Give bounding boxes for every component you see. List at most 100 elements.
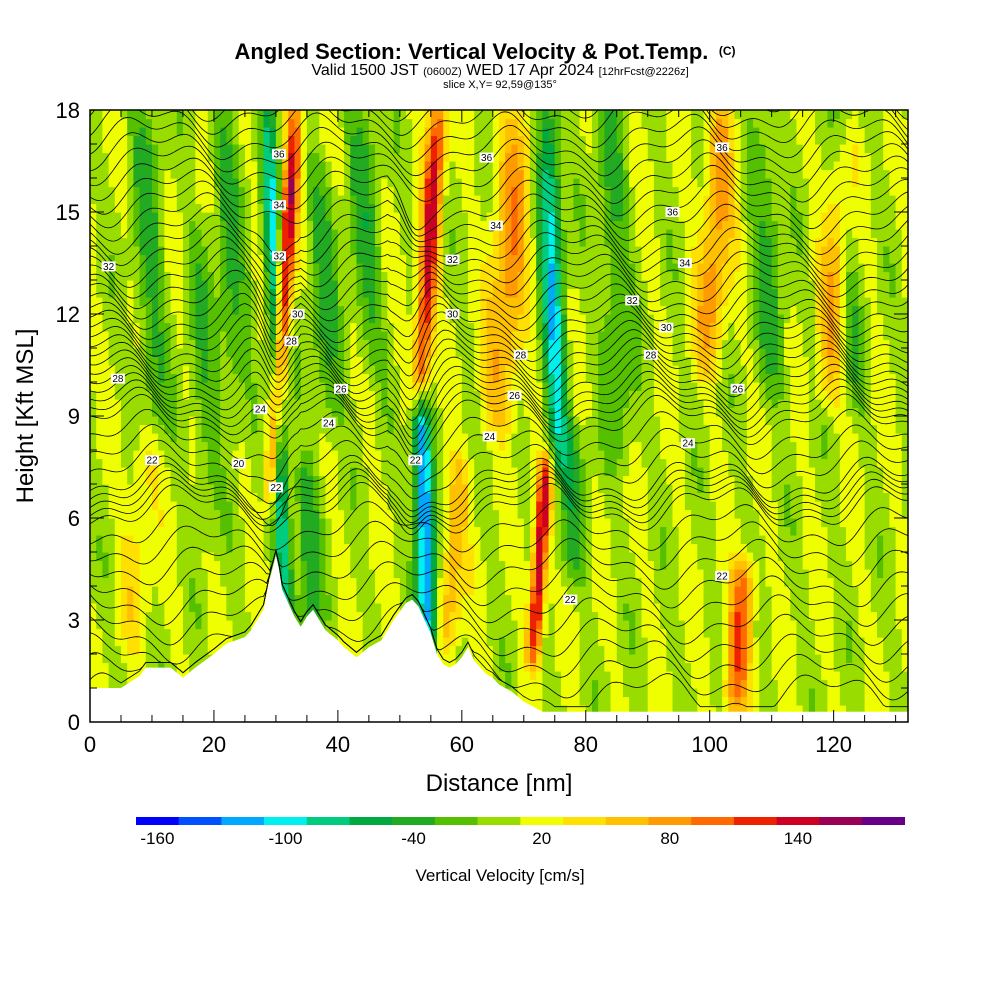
velocity-cell — [337, 458, 345, 468]
velocity-cell — [282, 390, 289, 400]
velocity-cell — [170, 620, 178, 630]
velocity-cell — [325, 263, 333, 273]
velocity-cell — [412, 518, 420, 528]
velocity-cell — [443, 475, 451, 485]
velocity-cell — [244, 297, 252, 307]
velocity-cell — [170, 594, 178, 604]
velocity-cell — [356, 467, 364, 477]
velocity-cell — [331, 288, 339, 298]
velocity-cell — [399, 441, 407, 451]
velocity-cell — [356, 450, 364, 460]
velocity-cell — [375, 475, 382, 485]
velocity-cell — [399, 314, 407, 324]
velocity-cell — [133, 127, 141, 137]
velocity-cell — [486, 110, 494, 120]
velocity-cell — [325, 433, 333, 443]
velocity-cell — [424, 594, 432, 604]
velocity-cell — [244, 492, 252, 502]
velocity-cell — [288, 552, 296, 562]
velocity-cell — [164, 271, 172, 281]
velocity-cell — [139, 552, 147, 562]
velocity-cell — [331, 433, 339, 443]
velocity-cell — [306, 212, 314, 222]
velocity-cell — [505, 594, 512, 604]
velocity-cell — [275, 467, 283, 477]
velocity-cell — [213, 552, 221, 562]
velocity-cell — [461, 331, 469, 341]
velocity-cell — [511, 535, 519, 545]
velocity-cell — [176, 203, 184, 213]
velocity-cell — [505, 254, 512, 264]
velocity-cell — [406, 297, 413, 307]
velocity-cell — [176, 212, 184, 222]
velocity-cell — [127, 399, 134, 409]
velocity-cell — [108, 654, 116, 664]
velocity-cell — [139, 645, 147, 655]
velocity-cell — [90, 390, 97, 400]
velocity-cell — [226, 271, 234, 281]
velocity-cell — [393, 569, 401, 579]
velocity-cell — [517, 594, 525, 604]
velocity-cell — [114, 339, 122, 349]
velocity-cell — [499, 237, 506, 247]
velocity-cell — [96, 628, 103, 638]
velocity-cell — [362, 220, 370, 230]
velocity-cell — [238, 348, 246, 358]
velocity-cell — [127, 339, 134, 349]
velocity-cell — [325, 484, 333, 494]
velocity-cell — [418, 186, 426, 196]
velocity-cell — [176, 560, 184, 570]
velocity-cell — [387, 450, 395, 460]
velocity-cell — [344, 560, 351, 570]
velocity-cell — [238, 314, 246, 324]
velocity-cell — [182, 186, 190, 196]
velocity-cell — [406, 441, 413, 451]
velocity-cell — [300, 594, 308, 604]
velocity-cell — [158, 220, 165, 230]
velocity-cell — [251, 135, 258, 145]
velocity-cell — [164, 535, 172, 545]
velocity-cell — [337, 169, 345, 179]
velocity-cell — [468, 441, 475, 451]
velocity-cell — [424, 416, 432, 426]
velocity-cell — [393, 305, 401, 315]
velocity-cell — [474, 535, 482, 545]
velocity-cell — [127, 526, 134, 536]
velocity-cell — [461, 237, 469, 247]
velocity-cell — [375, 280, 382, 290]
velocity-cell — [226, 552, 234, 562]
velocity-cell — [282, 484, 289, 494]
velocity-cell — [133, 577, 141, 587]
velocity-cell — [337, 484, 345, 494]
velocity-cell — [201, 161, 209, 171]
velocity-cell — [492, 603, 500, 613]
velocity-cell — [325, 373, 333, 383]
velocity-cell — [344, 152, 351, 162]
velocity-cell — [461, 628, 469, 638]
velocity-cell — [282, 161, 289, 171]
velocity-cell — [331, 110, 339, 120]
velocity-cell — [90, 662, 97, 672]
velocity-cell — [331, 620, 339, 630]
velocity-cell — [480, 186, 488, 196]
velocity-cell — [257, 127, 265, 137]
velocity-cell — [207, 560, 215, 570]
velocity-cell — [399, 322, 407, 332]
velocity-cell — [381, 399, 389, 409]
velocity-cell — [176, 246, 184, 256]
velocity-cell — [430, 594, 438, 604]
velocity-cell — [344, 237, 351, 247]
velocity-cell — [412, 586, 420, 596]
velocity-cell — [492, 246, 500, 256]
velocity-cell — [127, 127, 134, 137]
velocity-cell — [430, 220, 438, 230]
velocity-cell — [449, 271, 457, 281]
velocity-cell — [263, 331, 271, 341]
velocity-cell — [176, 492, 184, 502]
velocity-cell — [399, 161, 407, 171]
velocity-cell — [102, 305, 110, 315]
velocity-cell — [387, 611, 395, 621]
velocity-cell — [120, 603, 128, 613]
velocity-cell — [412, 484, 420, 494]
velocity-cell — [108, 594, 116, 604]
